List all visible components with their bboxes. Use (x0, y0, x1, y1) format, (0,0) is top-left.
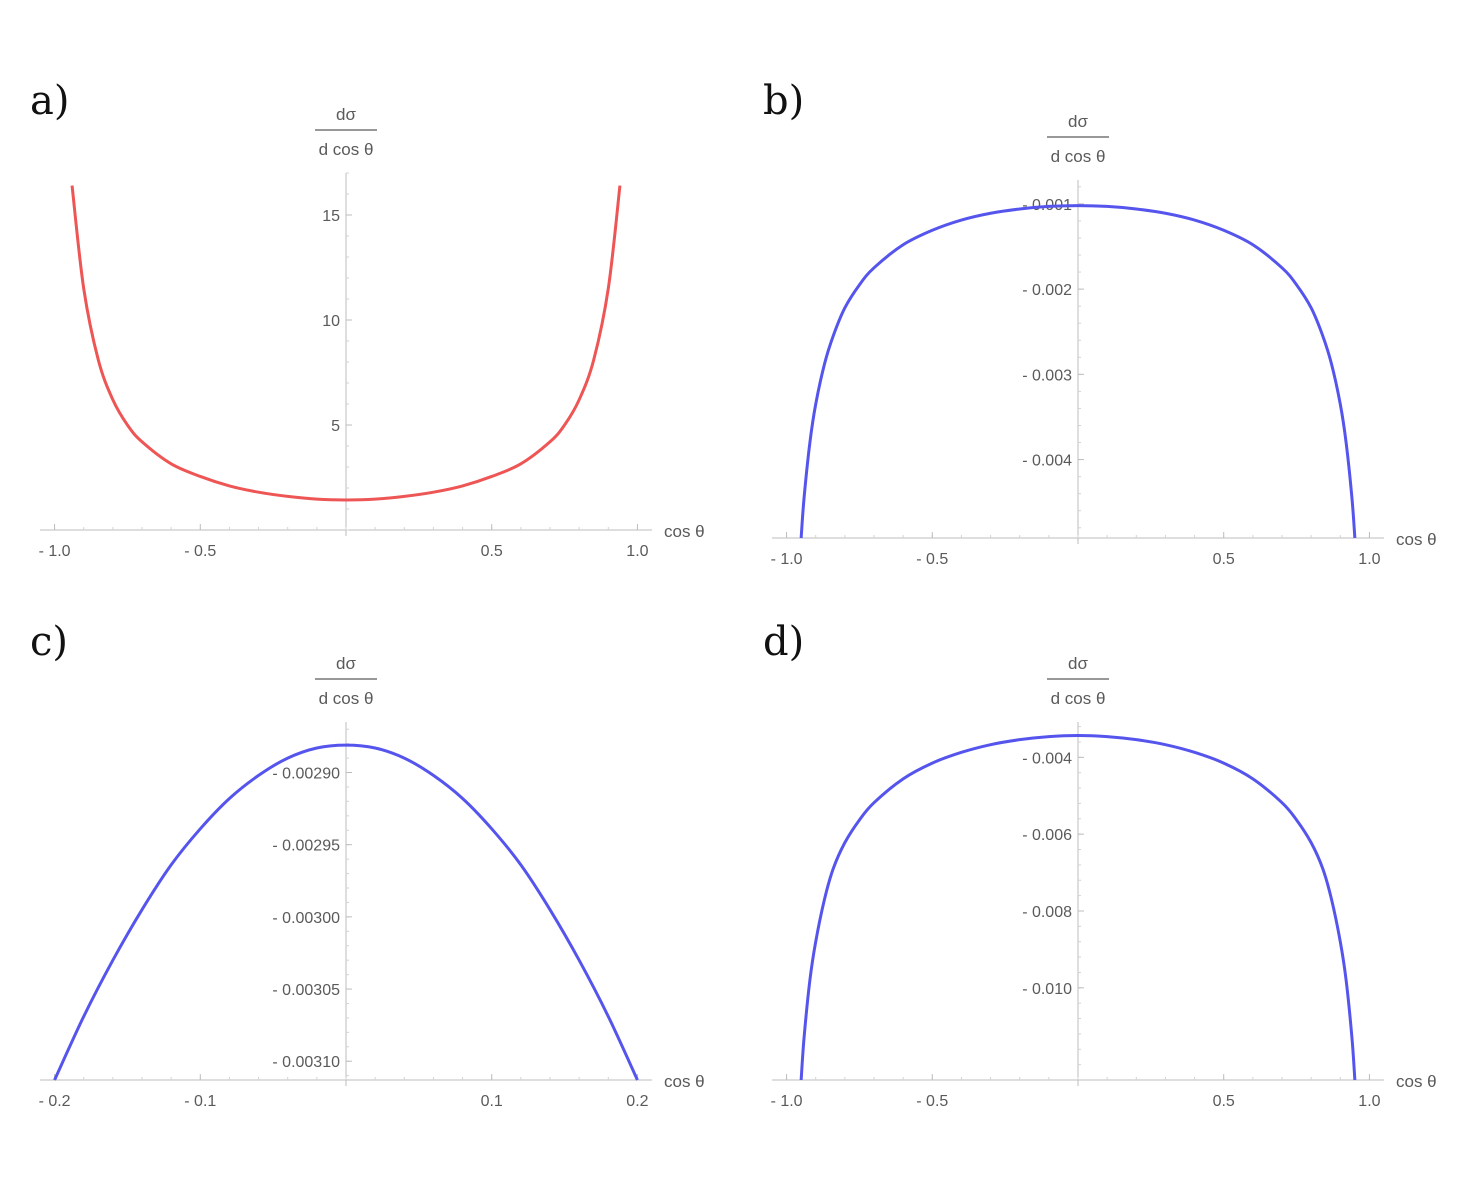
y-axis-title-numerator: dσ (1068, 112, 1088, 131)
panel-label: a) (30, 78, 69, 124)
x-tick-label: 0.1 (481, 1093, 503, 1110)
panel-a: a) - 1.0 - 0.5 0.5 1.0 5 10 15 cos θ dσ d cos θ (30, 78, 705, 560)
y-axis-title-denominator: d cos θ (1051, 147, 1106, 166)
y-axis-title-denominator: d cos θ (319, 140, 374, 159)
panel-c: c) - 0.2 - 0.1 0.1 0.2 - 0.00290 - 0.00295 - 0.… (30, 619, 705, 1110)
x-axis-title: cos θ (664, 1072, 705, 1091)
panel-label: d) (763, 619, 804, 665)
y-tick-label: - 0.00290 (272, 766, 340, 783)
x-tick-label: - 1.0 (39, 543, 71, 560)
panel-label: b) (763, 78, 804, 124)
series-line-d (799, 733, 1357, 1081)
series-line-b (799, 204, 1357, 539)
y-tick-label: - 0.00310 (272, 1054, 340, 1071)
panel-d: d) - 1.0 - 0.5 0.5 1.0 - 0.004 - 0.006 - 0.008 -… (763, 619, 1437, 1110)
x-tick-label: - 1.0 (771, 1093, 803, 1110)
x-tick-label: 0.5 (1213, 1093, 1235, 1110)
y-tick-label: - 0.00300 (272, 910, 340, 927)
y-tick-label: - 0.006 (1022, 827, 1072, 844)
x-tick-label: 0.5 (481, 543, 503, 560)
x-tick-label: 1.0 (626, 543, 648, 560)
x-axis-title: cos θ (1396, 530, 1437, 549)
x-axis-title: cos θ (664, 522, 705, 541)
y-tick-label: - 0.003 (1022, 367, 1072, 384)
y-tick-label: 5 (331, 418, 340, 435)
y-tick-label: - 0.004 (1022, 453, 1072, 470)
x-tick-label: 0.5 (1213, 551, 1235, 568)
y-axis-title-numerator: dσ (1068, 654, 1088, 673)
y-axis-title-denominator: d cos θ (1051, 689, 1106, 708)
x-tick-label: 1.0 (1358, 1093, 1380, 1110)
y-tick-label: 10 (322, 313, 340, 330)
x-tick-label: - 0.1 (184, 1093, 216, 1110)
y-tick-label: - 0.008 (1022, 904, 1072, 921)
y-tick-label: - 0.010 (1022, 981, 1072, 998)
y-axis-title-numerator: dσ (336, 654, 356, 673)
series-line-c (53, 743, 639, 1081)
panel-b: b)- 1.0- 0.5 0.5 1.0- 0.001- 0.002- 0.003-… (763, 78, 1437, 568)
y-axis-title-numerator: dσ (336, 105, 356, 124)
y-tick-label: - 0.00305 (272, 982, 340, 999)
y-tick-label: 15 (322, 208, 340, 225)
x-tick-label: 0.2 (626, 1093, 648, 1110)
y-axis-title-denominator: d cos θ (319, 689, 374, 708)
x-tick-label: 1.0 (1358, 551, 1380, 568)
y-tick-label: - 0.004 (1022, 750, 1072, 767)
x-tick-label: - 0.5 (916, 1093, 948, 1110)
y-tick-label: - 0.002 (1022, 282, 1072, 299)
x-tick-label: - 1.0 (771, 551, 803, 568)
x-tick-label: - 0.5 (916, 551, 948, 568)
x-tick-label: - 0.5 (184, 543, 216, 560)
panel-label: c) (30, 619, 68, 665)
series-line-a (70, 185, 622, 502)
y-tick-label: - 0.00295 (272, 838, 340, 855)
x-tick-label: - 0.2 (39, 1093, 71, 1110)
x-axis-title: cos θ (1396, 1072, 1437, 1091)
